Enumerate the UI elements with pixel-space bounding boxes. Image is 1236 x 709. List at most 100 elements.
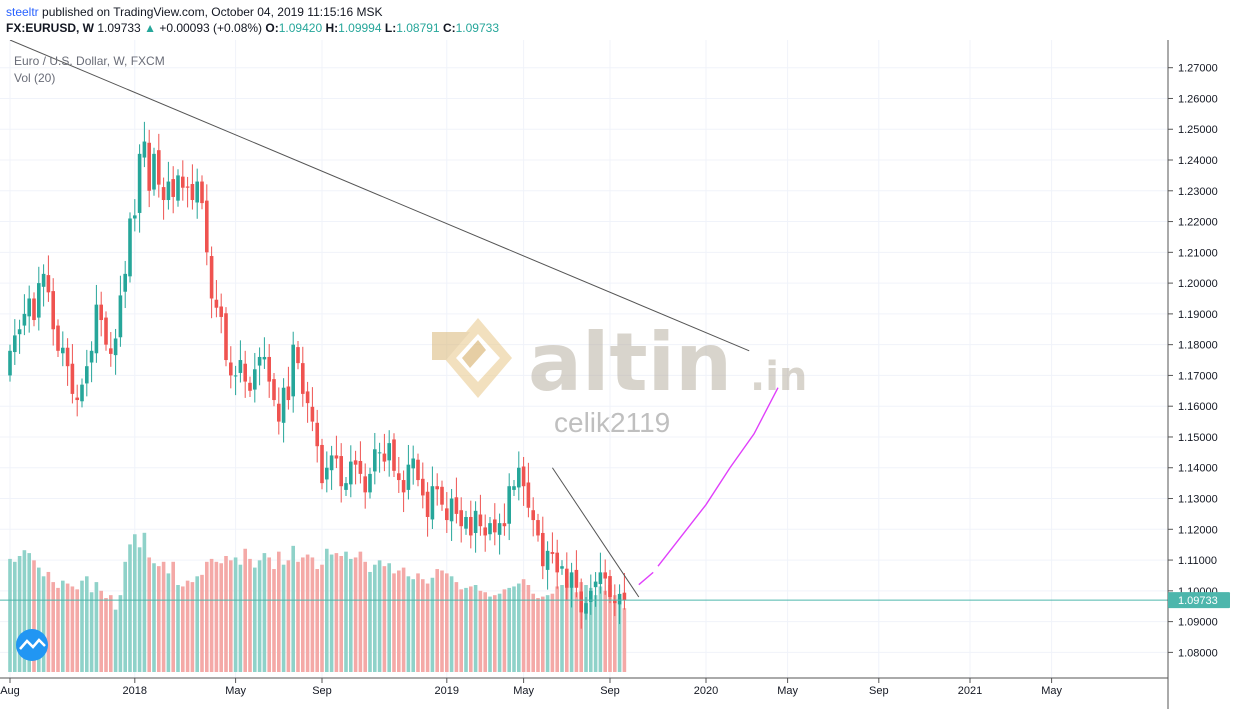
watermark-user: celik2119 (554, 407, 670, 438)
volume-bar (397, 570, 401, 672)
candle-body (195, 181, 199, 203)
candle-body (209, 256, 214, 299)
candle-body (41, 273, 46, 287)
candle-body (493, 519, 497, 533)
altin-logo-icon (432, 318, 512, 398)
candle-body (238, 360, 243, 373)
time-tick-label: Sep (600, 685, 620, 697)
candle-body (521, 466, 526, 487)
volume-bar (377, 560, 382, 672)
volume-bar (387, 563, 391, 672)
candle-body (435, 486, 439, 490)
candle-body (286, 386, 291, 401)
volume-bar (267, 557, 271, 672)
time-tick-label: 2018 (123, 685, 147, 697)
time-tick-label: Sep (869, 685, 889, 697)
candle-body (377, 452, 382, 454)
volume-bar (257, 560, 262, 672)
candle-body (277, 403, 281, 422)
volume-bar (152, 563, 156, 672)
candle-body (80, 384, 84, 402)
candle-body (622, 592, 627, 601)
volume-bar (137, 547, 142, 672)
volume-bar (224, 556, 228, 672)
volume-bar (593, 595, 598, 672)
volume-bar (416, 573, 420, 672)
last-price: 1.09733 (97, 21, 141, 35)
volume-bar (344, 551, 348, 672)
candle-body (89, 350, 94, 363)
volume-bar (27, 553, 31, 672)
price-tick-label: 1.19000 (1178, 309, 1218, 321)
price-chart[interactable]: altin .in celik2119 1.27000 1.26000 1.2500… (0, 40, 1236, 709)
volume-bar (454, 582, 459, 672)
candle-body (339, 456, 343, 487)
volume-bar (171, 561, 175, 672)
volume-bar (89, 592, 94, 672)
volume-bar (277, 551, 281, 672)
volume-bar (229, 560, 233, 672)
candle-body (56, 325, 60, 351)
volume-bar (565, 583, 569, 672)
volume-bar (286, 560, 291, 672)
volume-bar (238, 564, 243, 672)
price-tick-label: 1.11000 (1178, 555, 1217, 567)
time-tick-label: Aug (0, 685, 20, 697)
candle-body (315, 422, 319, 447)
candle-body (109, 348, 113, 354)
candle-body (243, 363, 247, 382)
candle-body (253, 369, 257, 390)
candle-body (613, 600, 617, 604)
candle-body (233, 375, 238, 377)
grid (0, 40, 1168, 678)
legend-volume: Vol (20) (14, 71, 55, 85)
candle-body (13, 335, 17, 353)
time-axis[interactable]: Aug 2018 May Sep 2019 May Sep 2020 May Sep 2021 May (0, 678, 1062, 697)
volume-bar (373, 564, 377, 672)
candle-body (478, 514, 483, 527)
volume-bar (128, 544, 132, 672)
candle-body (8, 350, 12, 376)
candle-body (190, 184, 195, 201)
candle-body (166, 181, 171, 201)
volume-bar (118, 595, 123, 672)
volume-bar (349, 558, 353, 672)
volume-bar (449, 576, 454, 672)
candle-body (358, 460, 363, 474)
volume-bar (464, 587, 468, 672)
watermark-suffix: .in (750, 354, 807, 400)
candle-body (589, 590, 593, 602)
author-link[interactable]: steeltr (6, 5, 39, 19)
price-axis[interactable]: 1.27000 1.26000 1.25000 1.24000 1.23000 1.220… (1168, 63, 1218, 660)
time-tick-label: May (225, 685, 246, 697)
candle-body (157, 150, 161, 185)
volume-bar (181, 586, 185, 672)
volume-bar (488, 596, 492, 672)
price-tick-label: 1.14000 (1178, 463, 1218, 475)
candle-body (473, 510, 478, 533)
candle-body (574, 569, 579, 588)
time-tick-label: 2019 (435, 685, 459, 697)
candle-body (430, 486, 435, 520)
volume-bar (435, 569, 439, 672)
candle-body (27, 298, 31, 317)
candle-body (152, 153, 156, 190)
candle-body (248, 382, 252, 391)
volume-bar (56, 587, 60, 672)
candle-body (454, 497, 459, 514)
volume-bar (421, 579, 425, 672)
candle-body (550, 552, 555, 554)
candle-body (200, 181, 204, 204)
candle-body (502, 523, 507, 527)
candle-body (387, 443, 391, 461)
volume-bar (608, 585, 612, 672)
candle-body (185, 186, 190, 188)
candle-body (488, 523, 492, 535)
price-tick-label: 1.17000 (1178, 370, 1218, 382)
candle-body (205, 200, 209, 253)
volume-bar (99, 590, 103, 672)
drawings (9, 40, 779, 598)
header-quote-line: FX:EURUSD, W 1.09733 ▲ +0.00093 (+0.08%)… (6, 20, 499, 36)
volume-bar (166, 573, 171, 672)
time-tick-label: Sep (312, 685, 332, 697)
